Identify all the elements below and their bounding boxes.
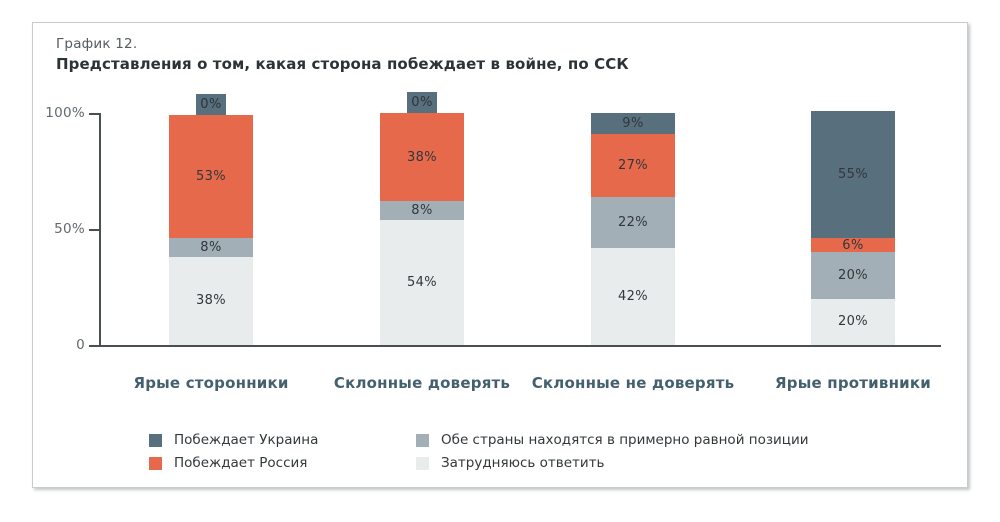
category-label: Склонные доверять: [333, 374, 511, 392]
y-axis-line: [99, 113, 101, 347]
bar-value-label: 55%: [837, 166, 869, 182]
chart-card: График 12. Представления о том, какая ст…: [32, 22, 968, 488]
bar-segment: 42%: [591, 247, 675, 345]
bar-segment: 53%: [169, 115, 253, 239]
legend-label: Затрудняюсь ответить: [441, 455, 605, 471]
legend-column: Побеждает Украина Побеждает Россия: [149, 429, 318, 475]
bar-value-label: 8%: [411, 202, 433, 218]
legend-swatch-icon: [416, 433, 429, 447]
chart-number: График 12.: [56, 36, 138, 52]
legend-swatch-icon: [416, 456, 429, 470]
bar-segment: 38%: [169, 256, 253, 345]
bar-segment: 20%: [811, 252, 895, 299]
bar-segment: 22%: [591, 196, 675, 248]
plot-area: 100% 50% 0 38% 8% 53% 0% Ярые сторонники 54% 8% 38…: [33, 23, 969, 489]
y-axis-tick-label: 100%: [45, 105, 85, 121]
bar-value-label: 6%: [842, 237, 864, 253]
chart-title: Представления о том, какая сторона побеж…: [56, 55, 629, 73]
x-axis-line: [89, 345, 941, 347]
legend-swatch-icon: [149, 456, 162, 470]
y-axis-tick: [89, 113, 100, 115]
legend-swatch-icon: [149, 433, 162, 447]
bar-value-label: 20%: [837, 267, 869, 283]
y-axis-tick-label: 50%: [54, 221, 85, 237]
bar-value-label: 53%: [195, 169, 227, 185]
bar-value-label: 22%: [617, 214, 649, 230]
bar-value-label: 8%: [200, 240, 222, 256]
bar-value-label: 27%: [617, 157, 649, 173]
bar-value-label: 38%: [195, 293, 227, 309]
legend-item: Обе страны находятся в примерно равной п…: [416, 429, 809, 451]
legend-item: Побеждает Украина: [149, 429, 318, 451]
y-axis-tick-label: 0: [76, 337, 85, 353]
zero-value-tab: 0%: [196, 93, 226, 115]
bar-segment: 20%: [811, 298, 895, 345]
bar-value-label: 42%: [617, 288, 649, 304]
bar-segment: 55%: [811, 110, 895, 239]
bar-segment: 8%: [380, 201, 464, 220]
bar-segment: 6%: [811, 237, 895, 253]
zero-value-tab: 0%: [407, 91, 437, 113]
bar-value-label: 20%: [837, 314, 869, 330]
legend-label: Побеждает Россия: [174, 455, 308, 471]
bar-value-label: 38%: [406, 149, 438, 165]
bar-value-label: 0%: [200, 96, 222, 112]
y-axis-tick: [89, 229, 100, 231]
bar-value-label: 0%: [411, 94, 433, 110]
category-label: Ярые сторонники: [133, 374, 289, 392]
category-label: Ярые противники: [775, 374, 931, 392]
chart-title-block: График 12. Представления о том, какая ст…: [56, 36, 629, 73]
bar-value-label: 9%: [622, 115, 644, 131]
legend-label: Побеждает Украина: [174, 432, 319, 448]
legend-label: Обе страны находятся в примерно равной п…: [441, 432, 809, 448]
bar-segment: 27%: [591, 133, 675, 197]
legend-item: Побеждает Россия: [149, 452, 318, 474]
bar-segment: 54%: [380, 219, 464, 345]
bar-value-label: 54%: [406, 274, 438, 290]
category-label: Склонные не доверять: [531, 374, 735, 392]
y-axis-tick: [89, 345, 100, 347]
bar-segment: 38%: [380, 113, 464, 202]
legend-column: Обе страны находятся в примерно равной п…: [416, 429, 809, 475]
bar-segment: 9%: [591, 113, 675, 134]
legend-item: Затрудняюсь ответить: [416, 452, 809, 474]
bar-segment: 8%: [169, 238, 253, 257]
